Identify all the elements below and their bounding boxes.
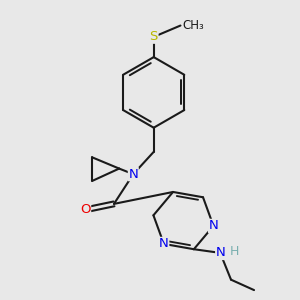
Text: O: O — [80, 203, 91, 216]
Text: H: H — [230, 244, 239, 258]
Text: S: S — [149, 30, 158, 43]
Text: N: N — [208, 219, 218, 232]
Text: N: N — [128, 168, 138, 181]
Text: N: N — [216, 246, 226, 260]
Text: N: N — [159, 237, 169, 250]
Text: CH₃: CH₃ — [182, 19, 204, 32]
